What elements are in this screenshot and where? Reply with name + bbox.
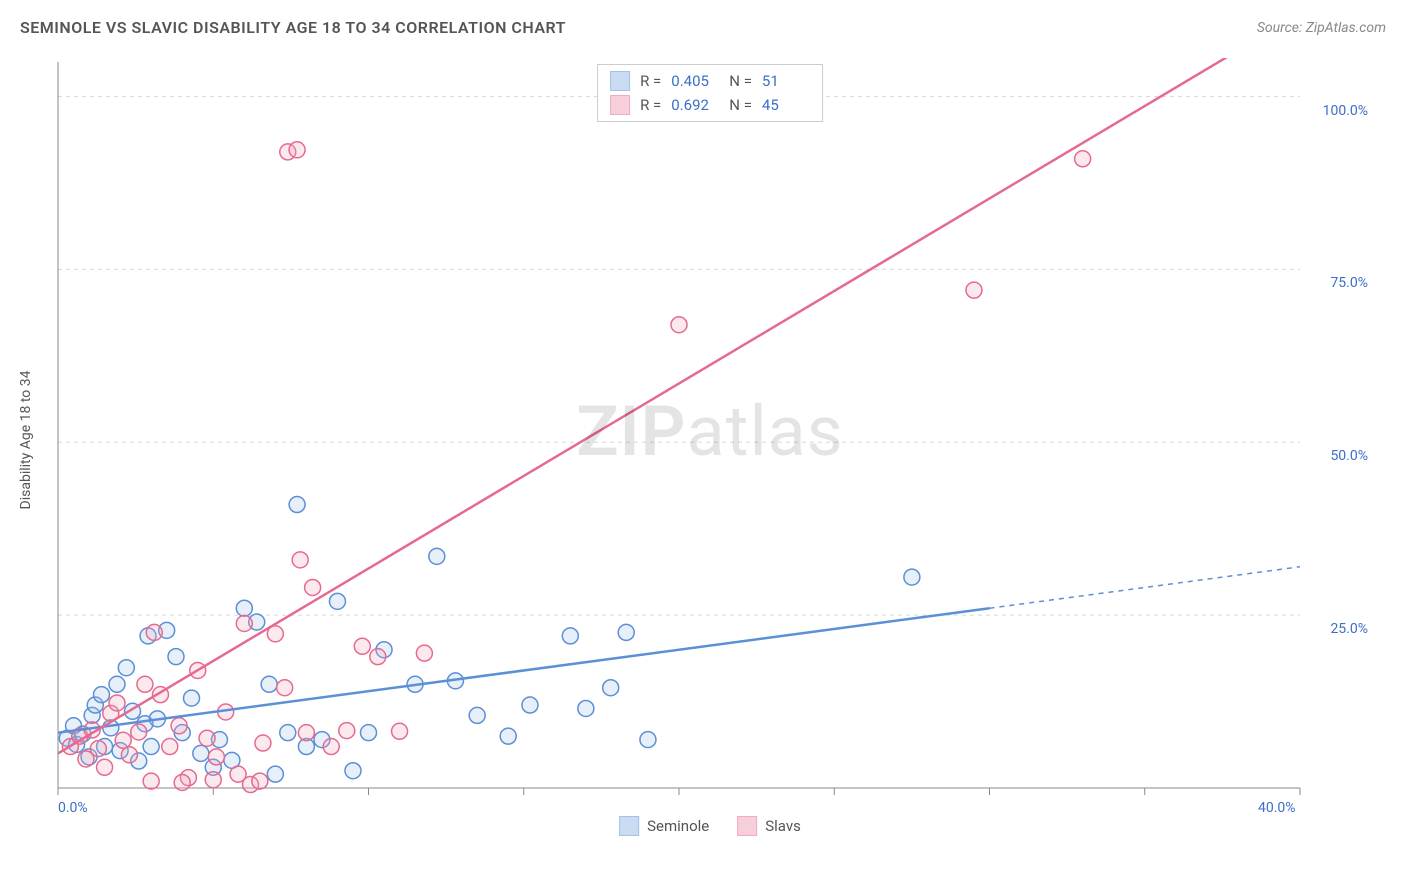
stat-r-label: R =	[640, 96, 661, 114]
stat-n-value: 45	[762, 96, 810, 114]
stats-row: R = 0.405 N = 51	[610, 69, 810, 93]
x-tick-label: 0.0%	[58, 800, 88, 816]
legend-item: Slavs	[737, 816, 801, 836]
plot-area: ZIPatlas R =0.405N =51R =0.692N =45 Semi…	[50, 58, 1370, 838]
legend-swatch	[610, 71, 630, 91]
series-legend: Seminole Slavs	[619, 816, 801, 836]
stat-n-label: N =	[729, 72, 752, 90]
x-tick-label: 40.0%	[1258, 800, 1296, 816]
stat-n-label: N =	[729, 96, 752, 114]
y-tick-label: 75.0%	[1330, 275, 1368, 291]
stats-row: R = 0.692 N = 45	[610, 93, 810, 117]
chart-title: SEMINOLE VS SLAVIC DISABILITY AGE 18 TO …	[20, 18, 566, 37]
legend-label: Seminole	[647, 817, 709, 835]
y-tick-label: 50.0%	[1330, 448, 1368, 464]
scatter-chart	[50, 58, 1370, 838]
stat-r-value: 0.692	[671, 96, 719, 114]
y-axis-label: Disability Age 18 to 34	[18, 371, 34, 510]
legend-swatch	[610, 95, 630, 115]
legend-item: Seminole	[619, 816, 709, 836]
stat-r-label: R =	[640, 72, 661, 90]
y-tick-label: 100.0%	[1323, 103, 1368, 119]
source-credit: Source: ZipAtlas.com	[1257, 20, 1386, 36]
y-tick-label: 25.0%	[1330, 621, 1368, 637]
legend-swatch	[737, 816, 757, 836]
stat-n-value: 51	[762, 72, 810, 90]
legend-swatch	[619, 816, 639, 836]
stat-r-value: 0.405	[671, 72, 719, 90]
correlation-stats-box: R = 0.405 N = 51 R = 0.692 N = 45	[597, 64, 823, 122]
legend-label: Slavs	[765, 817, 801, 835]
